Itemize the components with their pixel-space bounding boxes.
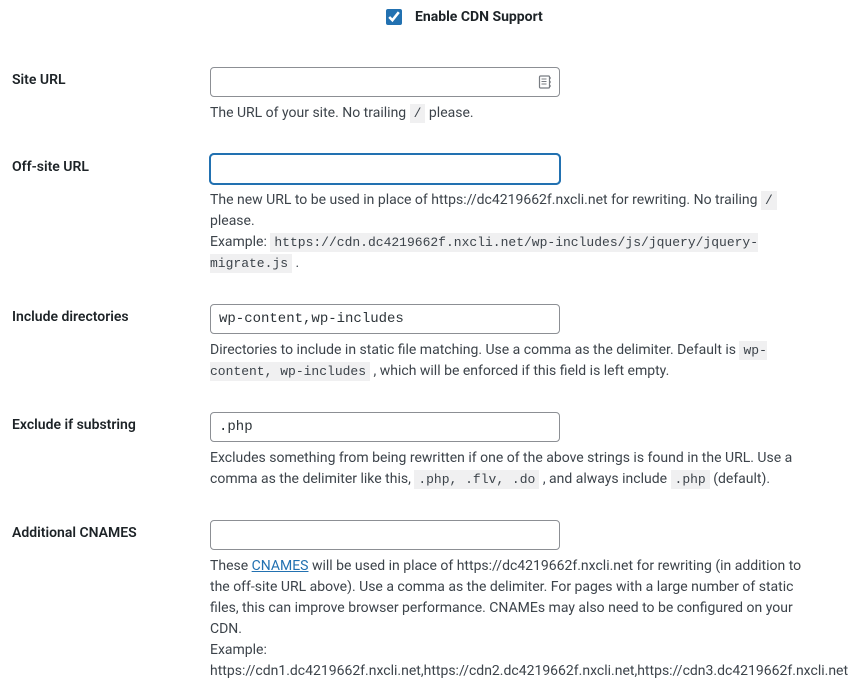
additional-cnames-input[interactable] [210,520,560,550]
exclude-substring-input[interactable] [210,412,560,442]
exclude-substring-desc: Excludes something from being rewritten … [210,448,822,490]
cdn-settings-table: Enable CDN Support Site URL [0,0,849,697]
site-url-label: Site URL [0,52,200,139]
enable-cdn-wrap: Enable CDN Support [382,6,543,28]
slash-code: / [761,191,777,210]
offsite-url-label: Off-site URL [0,139,200,289]
offsite-url-desc: The new URL to be used in place of https… [210,190,822,274]
site-url-input[interactable] [210,67,560,97]
include-dirs-desc: Directories to include in static file ma… [210,340,822,382]
additional-cnames-desc: These CNAMES will be used in place of ht… [210,556,822,682]
exclude-example-code: .php, .flv, .do [414,470,539,489]
include-dirs-input[interactable] [210,304,560,334]
enable-cdn-checkbox[interactable] [386,9,402,25]
enable-cdn-label: Enable CDN Support [415,7,543,28]
offsite-url-input[interactable] [210,154,560,184]
cnames-link[interactable]: CNAMES [252,558,309,574]
exclude-substring-label: Exclude if substring [0,397,200,505]
slash-code: / [410,104,426,123]
additional-cnames-label: Additional CNAMES [0,505,200,697]
include-dirs-label: Include directories [0,289,200,397]
site-url-desc: The URL of your site. No trailing / plea… [210,103,822,124]
exclude-php-code: .php [671,470,710,489]
